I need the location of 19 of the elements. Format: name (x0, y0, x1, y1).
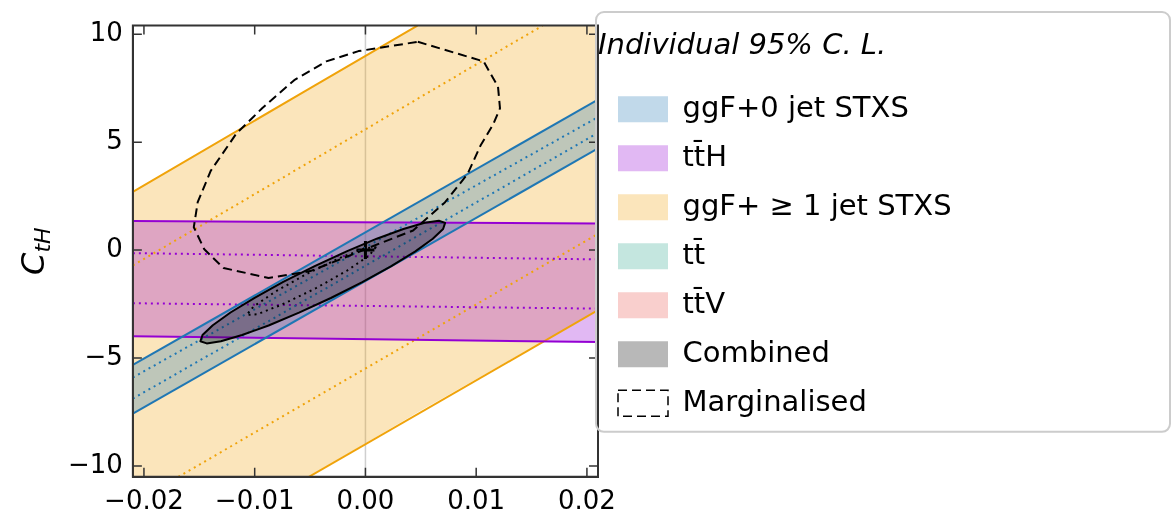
legend-label: tt̄ (682, 236, 706, 271)
legend-label: tt̄V (682, 285, 726, 320)
legend-label: ggF+0 jet STXS (682, 89, 909, 124)
y-axis-title: CtH (14, 227, 55, 275)
y-tick-label: 10 (89, 16, 123, 47)
y-tick-label: 5 (106, 124, 123, 155)
y-tick-label: −10 (67, 448, 123, 479)
legend-title: Individual 95% C. L. (598, 27, 887, 62)
x-tick-label: −0.01 (214, 485, 295, 516)
x-tick-label: 0.02 (557, 485, 616, 516)
legend-label: Combined (682, 334, 830, 369)
y-tick-label: −5 (84, 340, 123, 371)
x-tick-label: −0.02 (104, 485, 184, 516)
legend-label: tt̄H (682, 138, 728, 173)
legend-label: ggF+ ≥ 1 jet STXS (682, 187, 952, 222)
y-tick-label: 0 (106, 232, 123, 263)
x-tick-label: 0.00 (336, 485, 395, 516)
x-tick-label: 0.01 (447, 485, 506, 516)
legend-label: Marginalised (682, 383, 867, 418)
